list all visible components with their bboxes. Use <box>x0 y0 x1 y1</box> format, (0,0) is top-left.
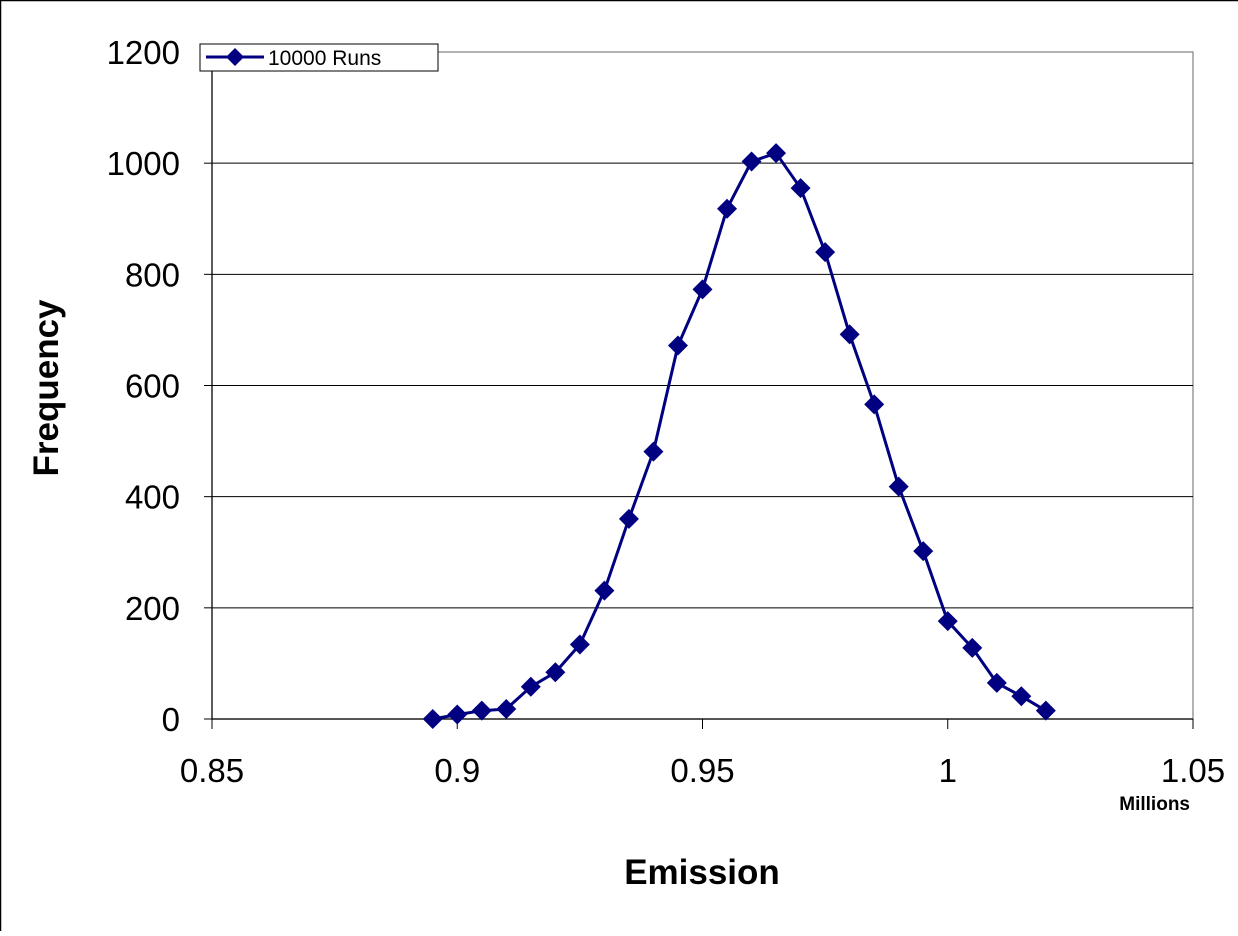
x-tick-label: 0.9 <box>434 752 480 789</box>
y-tick-label: 600 <box>125 368 180 405</box>
x-tick-label: 0.95 <box>670 752 734 789</box>
y-axis-title: Frequency <box>27 299 66 477</box>
y-tick-label: 0 <box>162 701 180 738</box>
x-tick-label: 1.05 <box>1161 752 1225 789</box>
x-axis-unit-label: Millions <box>1119 794 1190 815</box>
y-tick-label: 1000 <box>107 145 180 182</box>
legend: 10000 Runs <box>200 44 438 71</box>
y-tick-label: 800 <box>125 256 180 293</box>
y-tick-label: 400 <box>125 479 180 516</box>
y-tick-label: 1200 <box>107 34 180 71</box>
legend-label: 10000 Runs <box>268 47 381 70</box>
x-axis-title: Emission <box>624 853 780 892</box>
x-tick-label: 0.85 <box>180 752 244 789</box>
x-tick-label: 1 <box>939 752 957 789</box>
y-tick-label: 200 <box>125 590 180 627</box>
